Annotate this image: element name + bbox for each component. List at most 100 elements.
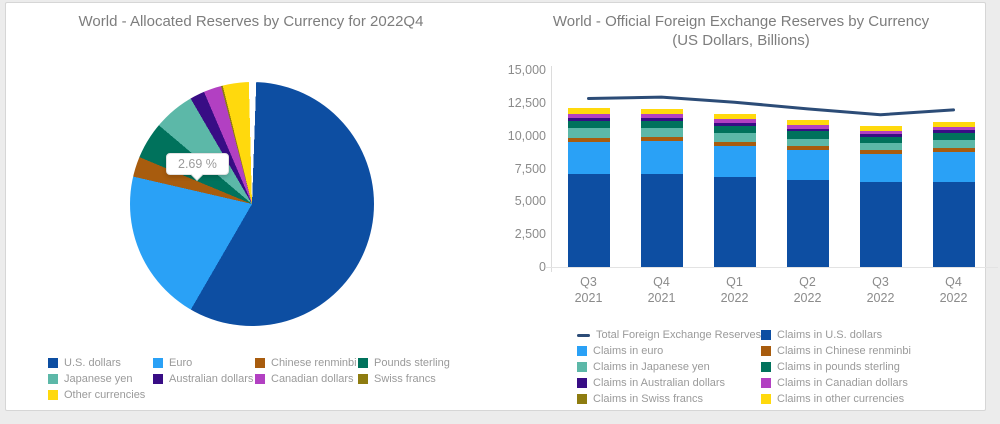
segment-claims-in-pounds-sterling[interactable] (786, 131, 829, 139)
segment-claims-in-u-s-dollars[interactable] (713, 176, 756, 267)
bar-plot-area (546, 70, 998, 268)
legend-item-claims-in-pounds-sterling[interactable]: Claims in pounds sterling (761, 361, 911, 373)
stacked-bar-q3-2021[interactable] (567, 108, 610, 267)
color-swatch (577, 394, 587, 404)
stacked-bar-q3-2022[interactable] (859, 126, 902, 267)
y-axis-label-0: 0 (539, 260, 546, 274)
x-axis-line (546, 267, 998, 268)
bar-legend: Total Foreign Exchange Reserves Claims in… (577, 329, 911, 405)
x-axis-label-q1-2022: Q1 2022 (720, 275, 749, 305)
pie-legend: U.S. dollars Euro Chinese renminbi Pounds s… (48, 357, 450, 401)
legend-item-canadian-dollars[interactable]: Canadian dollars (255, 373, 358, 385)
segment-claims-in-u-s-dollars[interactable] (640, 173, 683, 267)
legend-item-claims-in-swiss-francs[interactable]: Claims in Swiss francs (577, 393, 761, 405)
segment-claims-in-japanese-yen[interactable] (786, 138, 829, 147)
bar-chart-title: World - Official Foreign Exchange Reserv… (498, 12, 984, 50)
segment-claims-in-canadian-dollars[interactable] (932, 126, 975, 131)
legend-label: U.S. dollars (64, 357, 121, 369)
legend-item-australian-dollars[interactable]: Australian dollars (153, 373, 255, 385)
segment-claims-in-canadian-dollars[interactable] (786, 125, 829, 129)
segment-claims-in-chinese-renminbi[interactable] (932, 148, 975, 153)
legend-label: Claims in Chinese renminbi (777, 345, 911, 357)
segment-claims-in-euro[interactable] (932, 152, 975, 182)
color-swatch (255, 358, 265, 368)
segment-claims-in-pounds-sterling[interactable] (567, 120, 610, 129)
segment-claims-in-pounds-sterling[interactable] (859, 136, 902, 144)
segment-claims-in-euro[interactable] (859, 154, 902, 183)
segment-claims-in-pounds-sterling[interactable] (713, 125, 756, 134)
segment-claims-in-australian-dollars[interactable] (640, 117, 683, 121)
pie-chart[interactable] (130, 82, 374, 326)
legend-item-claims-in-japanese-yen[interactable]: Claims in Japanese yen (577, 361, 761, 373)
y-axis-label-15-000: 15,000 (507, 63, 546, 77)
segment-claims-in-australian-dollars[interactable] (932, 130, 975, 134)
legend-item-total-foreign-exchange-reserves[interactable]: Total Foreign Exchange Reserves (577, 329, 761, 341)
legend-item-pounds-sterling[interactable]: Pounds sterling (358, 357, 450, 369)
bar-chart-panel: World - Official Foreign Exchange Reserv… (498, 3, 998, 410)
legend-label: Total Foreign Exchange Reserves (596, 329, 762, 341)
legend-item-claims-in-australian-dollars[interactable]: Claims in Australian dollars (577, 377, 761, 389)
stacked-bar-q1-2022[interactable] (713, 113, 756, 267)
legend-item-chinese-renminbi[interactable]: Chinese renminbi (255, 357, 358, 369)
y-axis-label-5-000: 5,000 (514, 194, 546, 209)
legend-item-japanese-yen[interactable]: Japanese yen (48, 373, 153, 385)
legend-item-other-currencies[interactable]: Other currencies (48, 389, 153, 401)
segment-claims-in-australian-dollars[interactable] (713, 122, 756, 126)
pie-tooltip-value: 2.69 % (178, 157, 217, 171)
legend-label: Canadian dollars (271, 373, 354, 385)
x-axis-label-q4-2022: Q4 2022 (939, 275, 968, 305)
segment-claims-in-chinese-renminbi[interactable] (640, 136, 683, 142)
legend-item-claims-in-canadian-dollars[interactable]: Claims in Canadian dollars (761, 377, 911, 389)
segment-claims-in-chinese-renminbi[interactable] (786, 146, 829, 151)
legend-item-euro[interactable]: Euro (153, 357, 255, 369)
stacked-bar-q4-2022[interactable] (932, 121, 975, 267)
legend-item-claims-in-euro[interactable]: Claims in euro (577, 345, 761, 357)
segment-claims-in-australian-dollars[interactable] (859, 134, 902, 137)
color-swatch (761, 394, 771, 404)
segment-claims-in-japanese-yen[interactable] (640, 128, 683, 137)
legend-label: Australian dollars (169, 373, 254, 385)
segment-claims-in-u-s-dollars[interactable] (932, 182, 975, 267)
legend-item-u-s-dollars[interactable]: U.S. dollars (48, 357, 153, 369)
segment-claims-in-other-currencies[interactable] (859, 126, 902, 131)
segment-claims-in-u-s-dollars[interactable] (786, 179, 829, 267)
segment-claims-in-euro[interactable] (786, 150, 829, 180)
segment-claims-in-australian-dollars[interactable] (567, 117, 610, 121)
stacked-bar-q4-2021[interactable] (640, 108, 683, 267)
segment-claims-in-u-s-dollars[interactable] (567, 174, 610, 267)
stacked-bar-q2-2022[interactable] (786, 120, 829, 267)
legend-item-claims-in-other-currencies[interactable]: Claims in other currencies (761, 393, 911, 405)
x-axis-label-q4-2021: Q4 2021 (647, 275, 676, 305)
segment-claims-in-japanese-yen[interactable] (713, 133, 756, 142)
legend-label: Claims in Japanese yen (593, 361, 710, 373)
y-axis-label-2-500: 2,500 (514, 227, 546, 242)
segment-claims-in-japanese-yen[interactable] (859, 143, 902, 151)
segment-claims-in-canadian-dollars[interactable] (859, 130, 902, 135)
segment-claims-in-other-currencies[interactable] (786, 120, 829, 125)
segment-claims-in-canadian-dollars[interactable] (713, 119, 756, 123)
legend-item-swiss-francs[interactable]: Swiss francs (358, 373, 450, 385)
legend-label: Japanese yen (64, 373, 133, 385)
segment-claims-in-other-currencies[interactable] (713, 113, 756, 119)
legend-label: Chinese renminbi (271, 357, 357, 369)
segment-claims-in-chinese-renminbi[interactable] (713, 141, 756, 147)
y-axis-label-12-500: 12,500 (507, 95, 546, 110)
segment-claims-in-u-s-dollars[interactable] (859, 182, 902, 267)
color-swatch (761, 378, 771, 388)
segment-claims-in-australian-dollars[interactable] (786, 128, 829, 132)
segment-claims-in-euro[interactable] (567, 141, 610, 174)
segment-claims-in-chinese-renminbi[interactable] (859, 150, 902, 155)
segment-claims-in-pounds-sterling[interactable] (932, 133, 975, 141)
segment-claims-in-euro[interactable] (640, 141, 683, 174)
segment-claims-in-other-currencies[interactable] (932, 121, 975, 127)
legend-item-claims-in-chinese-renminbi[interactable]: Claims in Chinese renminbi (761, 345, 911, 357)
color-swatch (153, 358, 163, 368)
segment-claims-in-pounds-sterling[interactable] (640, 120, 683, 129)
y-axis-line (551, 66, 552, 272)
legend-item-claims-in-u-s-dollars[interactable]: Claims in U.S. dollars (761, 329, 911, 341)
segment-claims-in-japanese-yen[interactable] (567, 128, 610, 138)
color-swatch (48, 358, 58, 368)
segment-claims-in-japanese-yen[interactable] (932, 140, 975, 149)
segment-claims-in-euro[interactable] (713, 146, 756, 177)
segment-claims-in-chinese-renminbi[interactable] (567, 137, 610, 142)
